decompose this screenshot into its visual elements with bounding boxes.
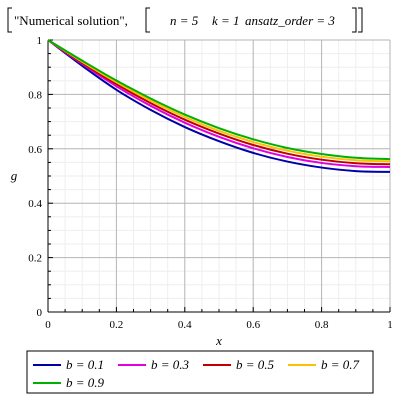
legend-label-2: b = 0.3 <box>151 357 190 372</box>
y-tick-label: 0.4 <box>28 198 42 210</box>
grid <box>47 39 391 313</box>
x-axis-label: x <box>215 333 222 348</box>
chart-title: "Numerical solution", n = 5 k = 1 ansatz… <box>7 7 363 33</box>
series-lines <box>47 39 391 173</box>
title-n: n = 5 <box>170 13 199 28</box>
series-line-2 <box>47 39 391 169</box>
title-outer-bracket-left <box>7 7 12 33</box>
series-line-5 <box>47 39 391 161</box>
x-tick-label: 0.8 <box>315 319 329 331</box>
series-line-4 <box>47 39 391 163</box>
title-outer-bracket-right <box>358 7 363 33</box>
legend-label-4: b = 0.7 <box>321 357 360 372</box>
legend-label-1: b = 0.1 <box>66 357 104 372</box>
legend-label-5: b = 0.9 <box>66 375 105 390</box>
legend-box <box>26 350 374 394</box>
y-tick-label: 0 <box>37 307 43 319</box>
x-tick-label: 0.4 <box>178 319 192 331</box>
title-k: k = 1 <box>212 13 240 28</box>
y-tick-label: 0.6 <box>28 144 42 156</box>
x-tick-label: 0.2 <box>110 319 124 331</box>
x-tick-label: 0.6 <box>246 319 260 331</box>
title-quote: "Numerical solution", <box>14 13 128 28</box>
title-inner-bracket-right <box>352 7 357 33</box>
y-axis-label: g <box>11 168 18 183</box>
ticks: 0 0.2 0.4 0.6 0.8 1 0 0.2 0.4 0.6 0.8 1 <box>28 35 393 331</box>
y-tick-label: 0.2 <box>28 253 42 265</box>
y-tick-label: 1 <box>37 35 43 47</box>
y-tick-label: 0.8 <box>28 89 42 101</box>
series-line-3 <box>47 39 391 166</box>
legend-label-3: b = 0.5 <box>236 357 275 372</box>
x-tick-label: 1 <box>387 319 393 331</box>
x-tick-label: 0 <box>45 319 51 331</box>
series-line-1 <box>47 39 391 173</box>
legend: b = 0.1 b = 0.3 b = 0.5 b = 0.7 b = 0.9 <box>26 350 374 394</box>
title-ansatz: ansatz_order = 3 <box>245 13 335 28</box>
title-inner-bracket-left <box>145 7 150 33</box>
